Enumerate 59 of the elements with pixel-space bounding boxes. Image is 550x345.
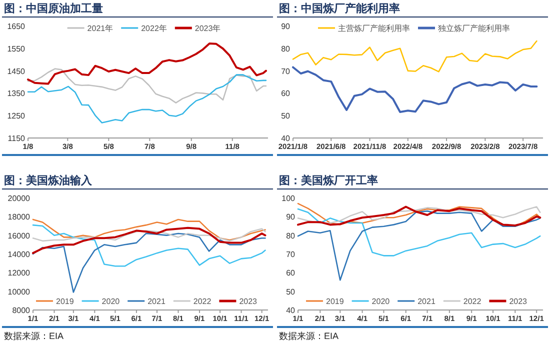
y-tick-label: 90 (281, 22, 291, 31)
y-tick-label: 100 (282, 194, 296, 203)
y-tick-label: 16000 (8, 231, 31, 240)
y-tick-label: 60 (286, 268, 296, 278)
y-tick-label: 80 (286, 231, 296, 240)
legend-label: 2020 (372, 297, 390, 306)
chart-title: 图：美国炼油输入 (4, 174, 93, 187)
y-tick-label: 70 (281, 66, 291, 76)
y-tick-label: 50 (281, 112, 291, 121)
y-tick-label: 10000 (8, 287, 31, 296)
legend-label: 2021 (148, 297, 166, 306)
y-tick-label: 1450 (7, 66, 26, 76)
y-tick-label: 80 (281, 44, 291, 54)
line-series (32, 224, 266, 267)
legend-label: 2023 (239, 297, 258, 306)
line-series (32, 228, 266, 242)
y-tick-label: 70 (286, 250, 296, 259)
y-tick-label: 14000 (8, 250, 31, 259)
y-tick-label: 1350 (7, 89, 26, 98)
y-tick-label: 60 (281, 89, 291, 98)
line-series (292, 40, 538, 72)
legend-label: 2021年 (87, 24, 114, 33)
legend-label: 2022 (463, 297, 482, 306)
line-series (297, 208, 541, 256)
legend-label: 2020 (102, 297, 120, 306)
line-series (32, 226, 266, 254)
y-tick-label: 90 (286, 212, 296, 222)
source-note: 数据来源：EIA (4, 331, 64, 341)
legend-label: 2022年 (141, 24, 167, 33)
y-tick-label: 1250 (7, 112, 26, 121)
line-series (32, 218, 266, 241)
y-tick-label: 40 (281, 134, 291, 143)
y-tick-label: 40 (286, 306, 296, 315)
y-tick-label: 8000 (12, 306, 31, 315)
chart-title: 图：中国原油加工量 (4, 2, 103, 15)
line-series (27, 42, 267, 85)
legend-label: 主营炼厂产能利用率 (338, 24, 410, 33)
line-series (27, 68, 267, 104)
legend-label: 2019 (326, 297, 344, 306)
legend-label: 独立炼厂产能利用率 (438, 24, 510, 33)
y-tick-label: 18000 (8, 212, 31, 222)
legend-label: 2023 (509, 297, 528, 306)
y-tick-label: 1550 (7, 44, 26, 54)
y-tick-label: 1650 (7, 22, 26, 31)
line-series (32, 232, 266, 293)
y-tick-label: 20000 (8, 194, 31, 203)
legend-label: 2023年 (194, 24, 221, 33)
line-series (297, 210, 541, 281)
legend-label: 2022 (193, 297, 212, 306)
y-tick-label: 12000 (8, 268, 31, 278)
chart-title: 图：中国炼厂产能利用率 (279, 2, 400, 15)
line-series (292, 66, 538, 114)
y-tick-label: 1150 (8, 134, 26, 143)
legend-label: 2021 (418, 297, 436, 306)
source-note: 数据来源：EIA (279, 331, 339, 341)
legend-label: 2019 (56, 297, 74, 306)
chart-title: 图：美国炼厂开工率 (279, 174, 378, 187)
y-tick-label: 50 (286, 287, 296, 296)
line-series (27, 74, 267, 124)
